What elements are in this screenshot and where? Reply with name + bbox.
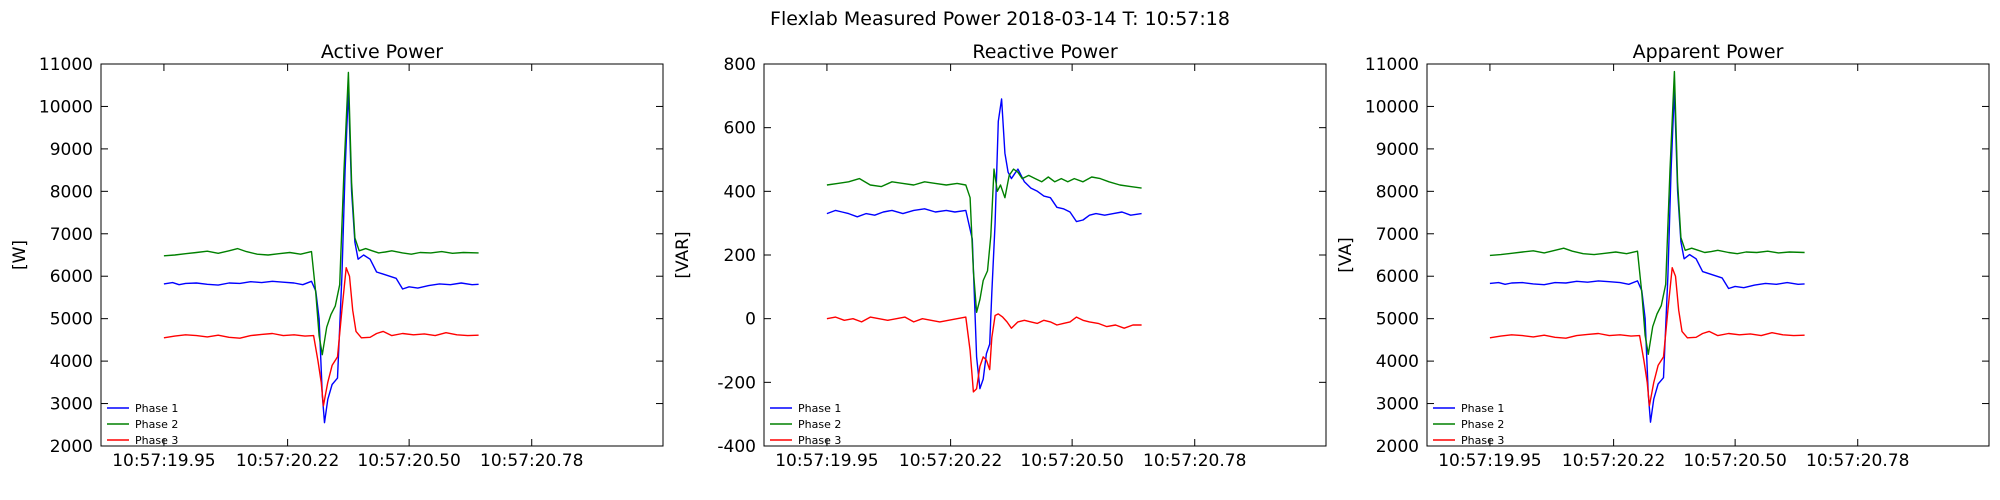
y-tick-label: -200 bbox=[717, 373, 756, 393]
y-tick-label: 2000 bbox=[1376, 437, 1419, 457]
x-tick-label: 10:57:20.50 bbox=[1683, 451, 1786, 471]
legend: Phase 1 Phase 2 Phase 3 bbox=[770, 402, 841, 447]
x-tick-label: 10:57:20.50 bbox=[357, 451, 460, 471]
legend-label: Phase 3 bbox=[1461, 434, 1504, 447]
series-line-phase-1 bbox=[826, 98, 1142, 390]
legend-label: Phase 2 bbox=[798, 418, 841, 431]
series-line-phase-2 bbox=[826, 168, 1142, 313]
x-tick-label: 10:57:20.78 bbox=[1143, 451, 1246, 471]
series-line-phase-2 bbox=[163, 71, 479, 356]
y-tick-label: 7000 bbox=[1376, 225, 1419, 245]
y-tick-label: 400 bbox=[724, 182, 756, 202]
legend-label: Phase 3 bbox=[798, 434, 841, 447]
y-tick-label: 3000 bbox=[50, 395, 93, 415]
y-tick-label: 5000 bbox=[1376, 310, 1419, 330]
series-line-phase-2 bbox=[1489, 70, 1805, 355]
y-tick-label: 6000 bbox=[1376, 267, 1419, 287]
y-axis-label: [VA] bbox=[1336, 237, 1356, 272]
legend-label: Phase 1 bbox=[135, 402, 178, 415]
plot-frame bbox=[763, 63, 1327, 447]
chart-panel-2: Reactive Power [VAR] -400 -200 0 200 400 600 800… bbox=[673, 41, 1327, 471]
chart-panel-3: Apparent Power [VA] 2000 3000 4000 5000 6000 70… bbox=[1336, 41, 1990, 471]
x-tick-label: 10:57:20.50 bbox=[1020, 451, 1123, 471]
x-tick-label: 10:57:20.78 bbox=[1806, 451, 1909, 471]
legend: Phase 1 Phase 2 Phase 3 bbox=[1433, 402, 1504, 447]
y-tick-label: 8000 bbox=[1376, 182, 1419, 202]
y-tick-label: 9000 bbox=[1376, 140, 1419, 160]
x-tick-label: 10:57:20.22 bbox=[1562, 451, 1665, 471]
x-tick-label: 10:57:19.95 bbox=[1438, 451, 1541, 471]
y-tick-label: 2000 bbox=[50, 437, 93, 457]
chart-panel-1: Active Power [W] 2000 3000 4000 5000 6000 7000 8… bbox=[10, 41, 664, 471]
y-tick-label: 8000 bbox=[50, 182, 93, 202]
y-tick-label: 10000 bbox=[39, 97, 93, 117]
chart-title: Reactive Power bbox=[972, 41, 1117, 63]
y-tick-label: 11000 bbox=[39, 55, 93, 75]
x-tick-label: 10:57:20.78 bbox=[480, 451, 583, 471]
y-tick-label: 200 bbox=[724, 246, 756, 266]
x-tick-label: 10:57:20.22 bbox=[236, 451, 339, 471]
legend-label: Phase 2 bbox=[135, 418, 178, 431]
y-axis-label: [W] bbox=[10, 240, 30, 270]
y-tick-label: 9000 bbox=[50, 140, 93, 160]
y-tick-label: 6000 bbox=[50, 267, 93, 287]
y-tick-label: 4000 bbox=[50, 352, 93, 372]
x-tick-label: 10:57:19.95 bbox=[112, 451, 215, 471]
legend-label: Phase 1 bbox=[1461, 402, 1504, 415]
y-tick-label: -400 bbox=[717, 437, 756, 457]
series-line-phase-3 bbox=[1489, 267, 1805, 407]
series-line-phase-1 bbox=[163, 88, 479, 424]
y-tick-label: 800 bbox=[724, 55, 756, 75]
plot-frame bbox=[100, 63, 664, 447]
y-tick-label: 4000 bbox=[1376, 352, 1419, 372]
y-tick-label: 5000 bbox=[50, 310, 93, 330]
y-tick-label: 11000 bbox=[1365, 55, 1419, 75]
plot-frame bbox=[1426, 63, 1990, 447]
legend-label: Phase 3 bbox=[135, 434, 178, 447]
series-line-phase-1 bbox=[1489, 88, 1805, 423]
chart-title: Apparent Power bbox=[1633, 41, 1784, 63]
x-tick-label: 10:57:20.22 bbox=[899, 451, 1002, 471]
y-tick-label: 7000 bbox=[50, 225, 93, 245]
figure-title: Flexlab Measured Power 2018-03-14 T: 10:… bbox=[770, 8, 1230, 30]
series-line-phase-3 bbox=[826, 313, 1142, 393]
x-tick-label: 10:57:19.95 bbox=[775, 451, 878, 471]
y-axis-label: [VAR] bbox=[673, 231, 693, 278]
legend: Phase 1 Phase 2 Phase 3 bbox=[107, 402, 178, 447]
legend-label: Phase 2 bbox=[1461, 418, 1504, 431]
chart-title: Active Power bbox=[321, 41, 443, 63]
y-tick-label: 0 bbox=[745, 310, 756, 330]
series-line-phase-3 bbox=[163, 267, 479, 407]
y-tick-label: 10000 bbox=[1365, 97, 1419, 117]
legend-label: Phase 1 bbox=[798, 402, 841, 415]
y-tick-label: 600 bbox=[724, 119, 756, 139]
y-tick-label: 3000 bbox=[1376, 395, 1419, 415]
